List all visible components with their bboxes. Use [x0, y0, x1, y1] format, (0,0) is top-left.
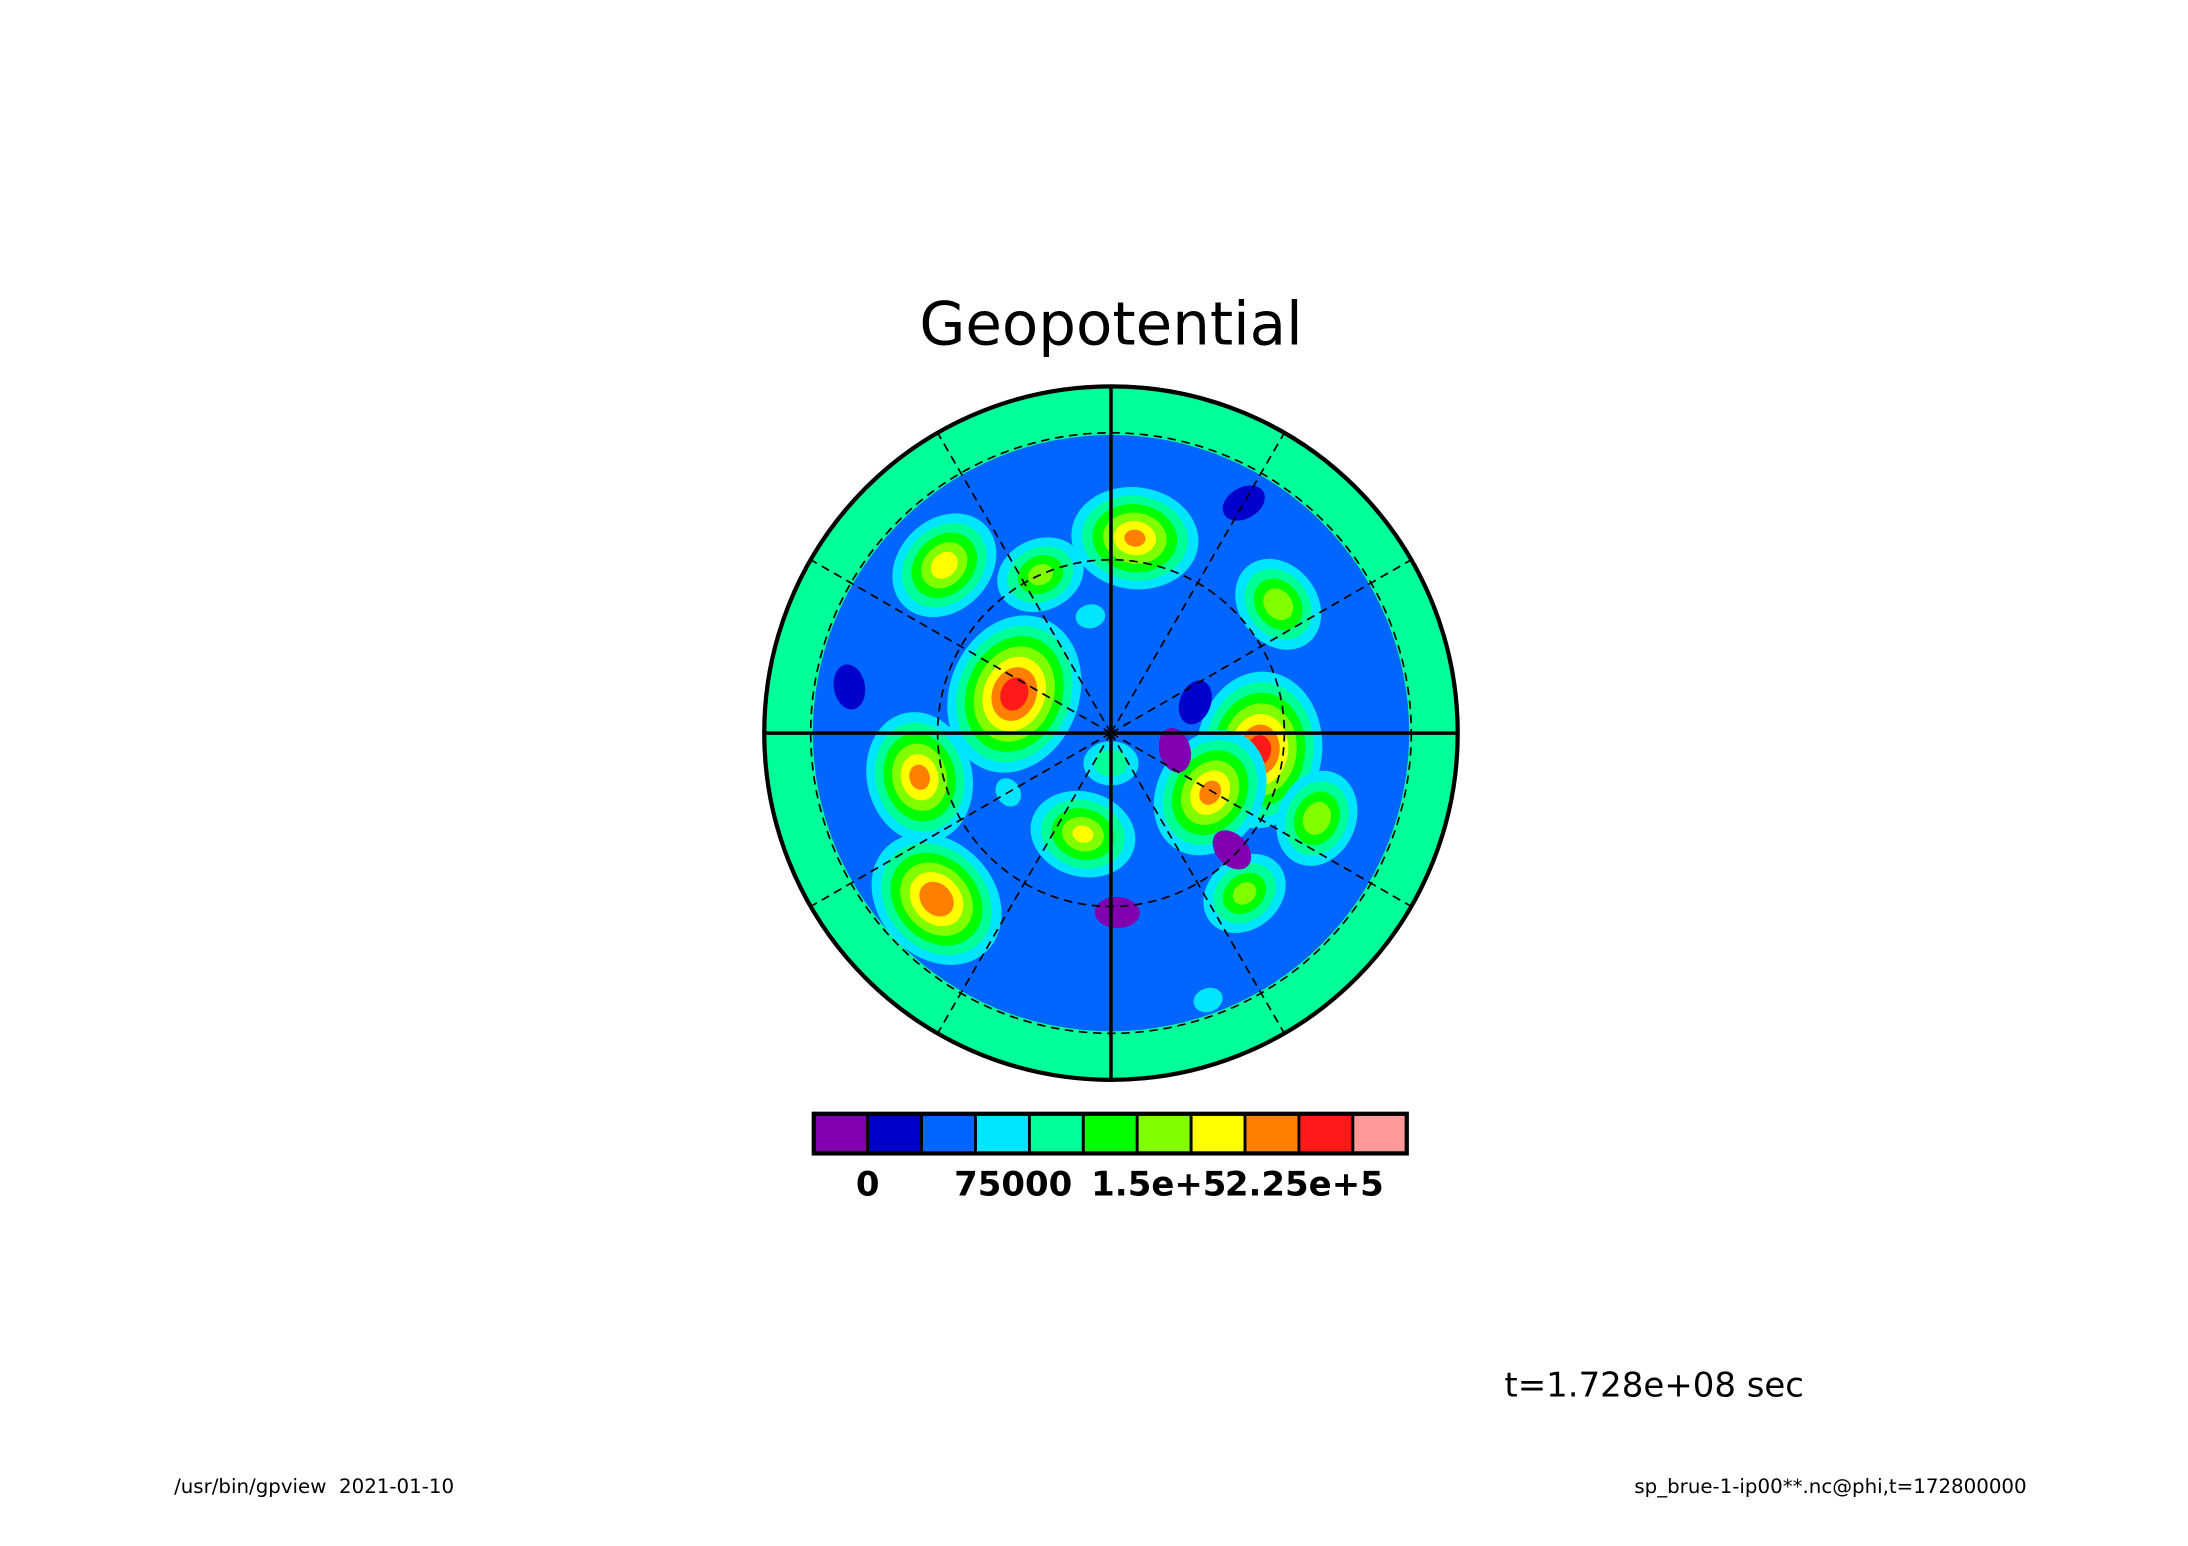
contour-low: [1212, 830, 1252, 870]
colorbar-tick-label: 0: [856, 1164, 880, 1204]
map-outline: [762, 384, 1460, 1082]
contour-spot: [1030, 790, 1136, 878]
contour-ring: [1302, 801, 1332, 835]
time-label: t=1.728e+08 sec: [1504, 1365, 1804, 1405]
contour-spot: [1193, 987, 1223, 1013]
meridian: [810, 558, 1112, 734]
colorbar-frame: [811, 1111, 1409, 1156]
contour-low: [1178, 680, 1212, 725]
colorbar-box: [1189, 1112, 1247, 1155]
colorbar-box: [1135, 1112, 1193, 1155]
contour-ring: [1000, 677, 1029, 711]
contour-spot: [1222, 485, 1265, 521]
contour-spot: [1212, 830, 1252, 870]
contour-spot: [833, 664, 866, 710]
contour-low: [833, 664, 866, 710]
contour-spot: [1276, 770, 1358, 866]
meridian: [936, 732, 1112, 1034]
contour-spot: [1235, 558, 1322, 650]
footer-left: /usr/bin/gpview 2021-01-10: [174, 1475, 454, 1498]
contour-low: [1158, 727, 1192, 773]
colorbar-box: [1243, 1112, 1301, 1155]
colorbar-box: [1027, 1112, 1085, 1155]
contour-spot: [1158, 727, 1192, 773]
contour-ring: [1232, 882, 1257, 905]
colorbar-box: [866, 1112, 924, 1155]
meridian: [1110, 732, 1286, 1034]
map-grid: [762, 384, 1460, 1082]
contour-low: [1222, 485, 1265, 521]
contour-low: [1094, 897, 1140, 929]
colorbar-box: [974, 1112, 1031, 1155]
contour-ring: [930, 551, 958, 579]
contour-spot: [892, 513, 997, 618]
contour-spot: [866, 712, 974, 843]
contour-spot-outer: [1193, 987, 1223, 1013]
colorbar-tick-label: 2.25e+5: [1225, 1164, 1384, 1204]
colorbar-box: [1297, 1112, 1355, 1155]
contour-ring: [909, 764, 930, 790]
contour-spot: [1203, 853, 1286, 933]
meridian: [1110, 432, 1286, 734]
meridian: [1110, 732, 1412, 908]
contour-ring: [1072, 825, 1094, 843]
colorbar-tick-label: 1.5e+5: [1091, 1164, 1226, 1204]
colorbar-box: [1351, 1112, 1409, 1155]
contour-ring: [919, 881, 954, 917]
contour-spot: [1075, 604, 1106, 629]
meridian: [936, 432, 1112, 734]
contour-spot-outer: [1075, 604, 1106, 629]
colorbar-box: [812, 1112, 870, 1155]
meridian: [810, 732, 1112, 908]
contour-ring: [1263, 588, 1294, 621]
contour-spot: [871, 833, 1002, 965]
colorbar-box: [920, 1112, 977, 1155]
chart-title: Geopotential: [919, 290, 1302, 359]
contour-field: [764, 386, 1458, 1080]
contour-spot: [1094, 897, 1140, 929]
meridian: [1110, 558, 1412, 734]
footer-right: sp_brue-1-ip00**.nc@phi,t=172800000: [1634, 1475, 2026, 1498]
contour-ring: [1124, 529, 1146, 547]
colorbar-tick-label: 75000: [954, 1164, 1072, 1204]
contour-ring: [1199, 780, 1222, 805]
colorbar: 0 75000 1.5e+52.25e+5: [811, 1111, 1409, 1204]
contour-spot: [1178, 680, 1212, 725]
colorbar-box: [1081, 1112, 1139, 1155]
